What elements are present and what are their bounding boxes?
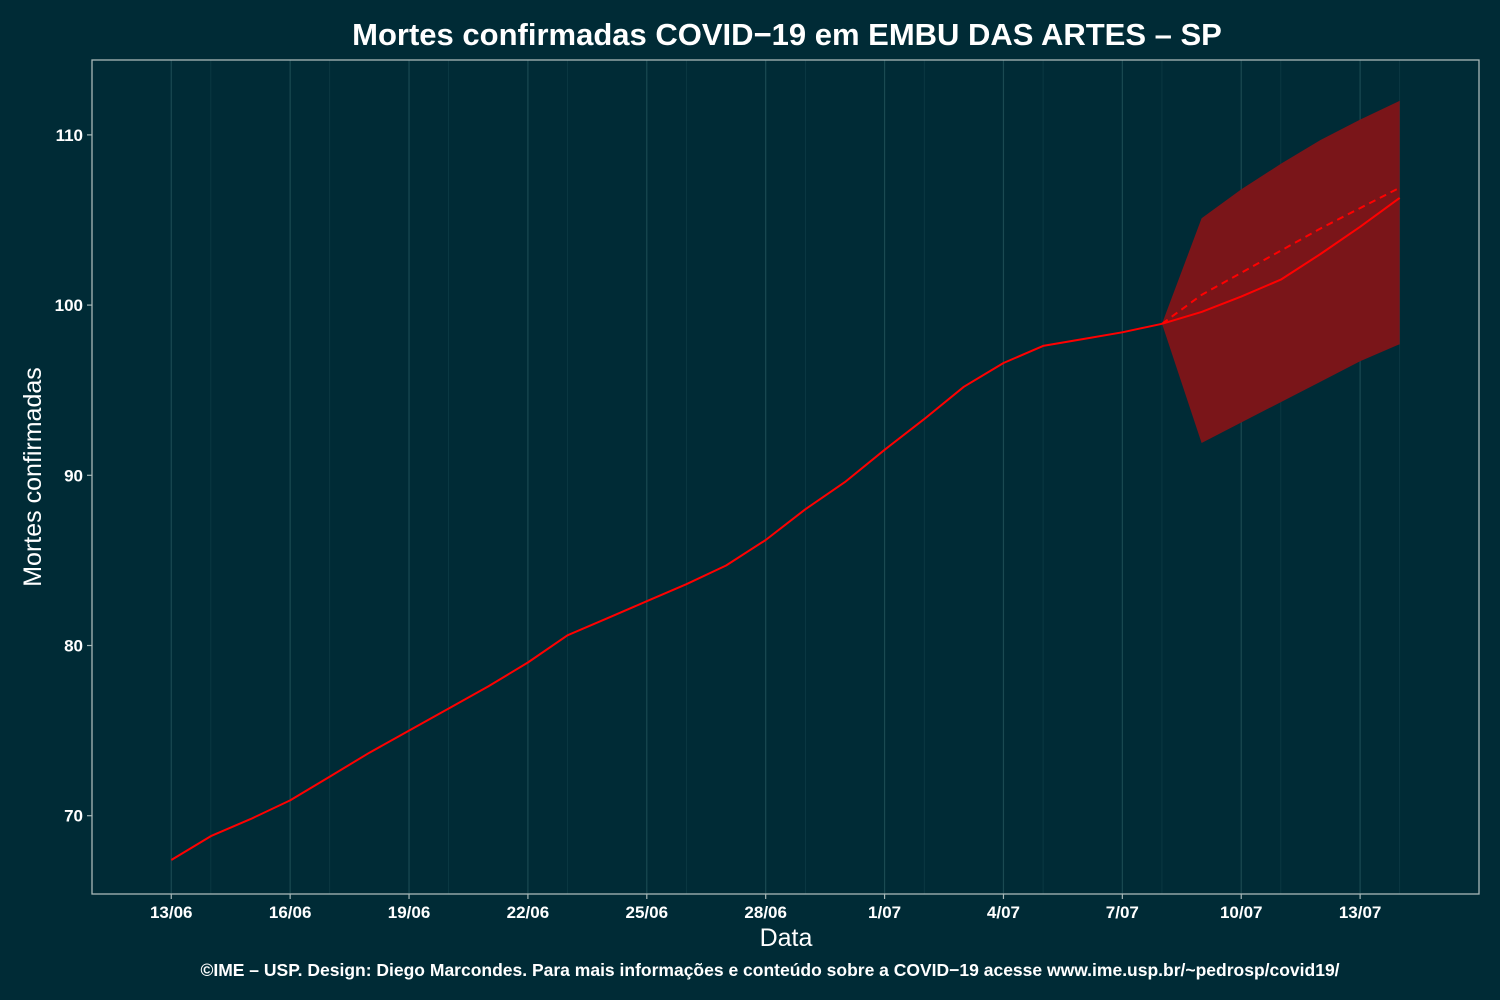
series-line-observed bbox=[170, 322, 1163, 861]
chart-title: Mortes confirmadas COVID−19 em EMBU DAS … bbox=[352, 17, 1222, 52]
plot-panel-border bbox=[91, 59, 1480, 895]
y-tick-label: 70 bbox=[64, 807, 83, 826]
y-axis-ticks: 70 80 90 100 110 bbox=[55, 126, 92, 826]
x-tick-label: 4/07 bbox=[987, 903, 1020, 922]
footer-caption: ©IME – USP. Design: Diego Marcondes. Par… bbox=[200, 960, 1339, 980]
x-tick-label: 1/07 bbox=[868, 903, 901, 922]
x-tick-label: 28/06 bbox=[744, 903, 787, 922]
prediction-interval-band bbox=[1162, 100, 1400, 444]
x-tick-label: 22/06 bbox=[507, 903, 550, 922]
y-tick-label: 80 bbox=[64, 637, 83, 656]
x-tick-label: 13/06 bbox=[150, 903, 193, 922]
series-lines bbox=[170, 186, 1401, 861]
y-tick-label: 100 bbox=[55, 296, 83, 315]
y-tick-label: 110 bbox=[56, 126, 83, 145]
series-line-forecast-mean bbox=[1161, 186, 1401, 325]
x-tick-label: 10/07 bbox=[1220, 903, 1263, 922]
x-tick-label: 19/06 bbox=[388, 903, 431, 922]
x-axis-title: Data bbox=[760, 924, 813, 952]
y-tick-label: 90 bbox=[64, 466, 83, 485]
x-tick-label: 7/07 bbox=[1106, 903, 1139, 922]
x-tick-label: 25/06 bbox=[626, 903, 669, 922]
x-tick-label: 16/06 bbox=[269, 903, 312, 922]
series-line-forecast bbox=[1161, 197, 1401, 325]
x-axis-ticks: 13/06 16/06 19/06 22/06 25/06 28/06 1/07 4/07 7/… bbox=[150, 894, 1381, 922]
y-axis-title: Mortes confirmadas bbox=[19, 367, 47, 587]
x-tick-label: 13/07 bbox=[1339, 903, 1382, 922]
prediction-band-layer bbox=[1162, 100, 1400, 444]
